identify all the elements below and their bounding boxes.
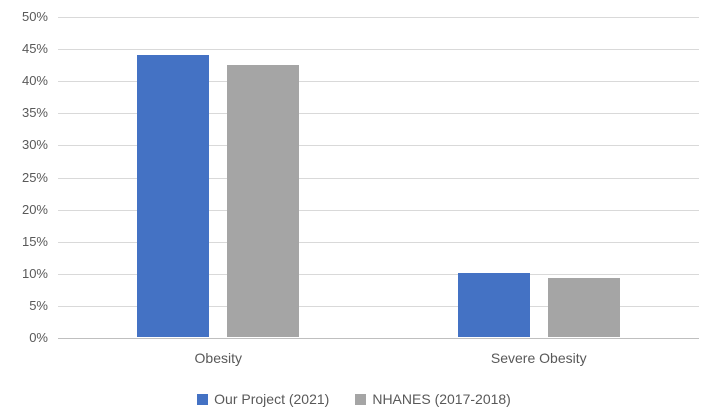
- legend: Our Project (2021) NHANES (2017-2018): [0, 391, 708, 407]
- plot-area: [58, 17, 699, 339]
- y-tick-label: 0%: [29, 330, 48, 345]
- legend-label: Our Project (2021): [214, 391, 330, 407]
- gridline: [58, 241, 699, 243]
- y-tick-label: 20%: [21, 201, 48, 217]
- legend-swatch-our-project-2021: [197, 393, 209, 405]
- y-tick-label: 10%: [21, 265, 48, 281]
- gridline: [58, 113, 699, 115]
- y-tick-label: 25%: [21, 169, 48, 185]
- gridline: [58, 305, 699, 307]
- gridline: [58, 49, 699, 51]
- legend-swatch-nhanes-2017-2018: [355, 393, 367, 405]
- y-tick-label: 40%: [21, 73, 48, 89]
- bar-our-project-2021-severe-obesity: [457, 273, 530, 337]
- gridline: [58, 17, 699, 18]
- category-label-obesity: Obesity: [194, 350, 242, 366]
- gridline: [58, 209, 699, 211]
- bar-our-project-2021-obesity: [137, 55, 210, 337]
- bar-nhanes-2017-2018-severe-obesity: [547, 277, 620, 337]
- y-tick-label: 30%: [21, 137, 48, 153]
- y-tick-label: 50%: [21, 9, 48, 24]
- y-tick-label: 35%: [21, 105, 48, 121]
- y-tick-label: 45%: [21, 41, 48, 57]
- bar-nhanes-2017-2018-obesity: [227, 64, 300, 337]
- y-tick-label: 5%: [29, 297, 48, 313]
- x-axis-line: [58, 338, 699, 339]
- y-tick-label: 15%: [21, 233, 48, 249]
- legend-entry-nhanes-2017-2018: NHANES (2017-2018): [355, 391, 511, 407]
- category-label-severe-obesity: Severe Obesity: [490, 350, 587, 366]
- legend-label: NHANES (2017-2018): [372, 391, 511, 407]
- gridline: [58, 145, 699, 147]
- gridline: [58, 273, 699, 275]
- legend-entry-our-project-2021: Our Project (2021): [197, 391, 329, 407]
- gridline: [58, 81, 699, 83]
- gridline: [58, 177, 699, 179]
